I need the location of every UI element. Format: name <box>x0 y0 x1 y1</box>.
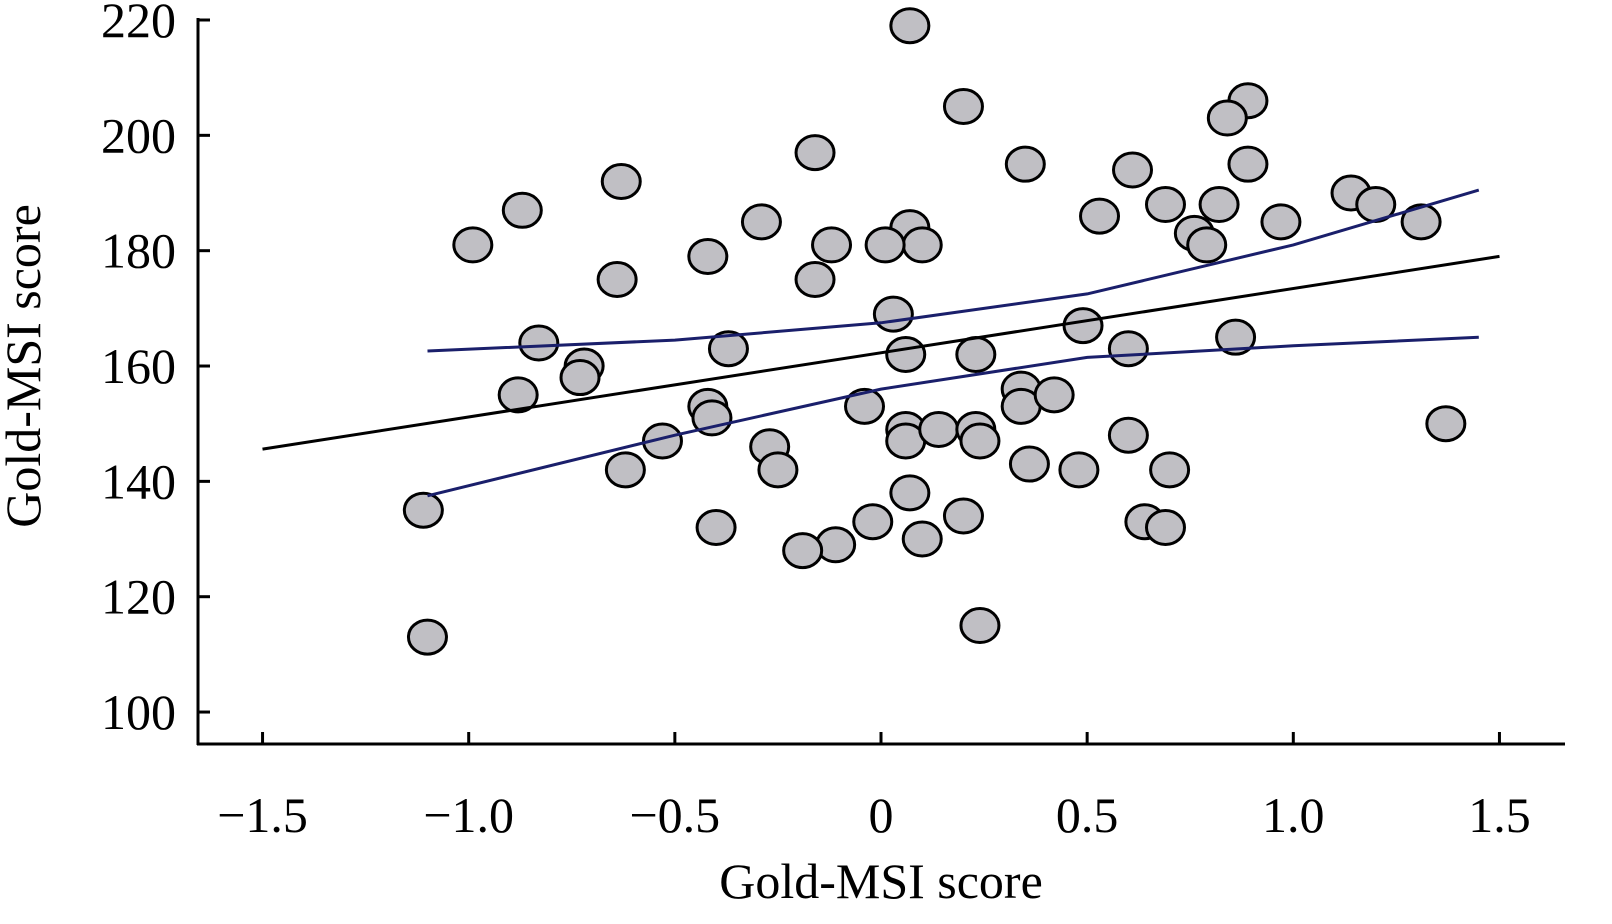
data-point <box>889 7 931 45</box>
data-point <box>942 88 984 126</box>
data-point <box>782 532 824 570</box>
regression-line <box>262 254 1500 451</box>
y-tick-label: 160 <box>101 338 176 394</box>
y-ticks: 100 120 140 160 180 200 220 <box>101 0 210 740</box>
data-point <box>1144 508 1186 546</box>
data-point <box>942 497 984 535</box>
data-point <box>1033 376 1075 414</box>
data-point <box>844 387 886 425</box>
x-ticks: −1.5 −1.0 −0.5 0 0.5 1.0 1.5 <box>217 732 1531 843</box>
data-point <box>1058 451 1100 489</box>
ci-lower-line <box>427 335 1479 498</box>
data-point <box>406 618 448 656</box>
data-point <box>1004 145 1046 183</box>
x-tick-label: 1.5 <box>1468 787 1531 843</box>
data-point <box>501 191 543 229</box>
data-point <box>695 508 737 546</box>
data-point <box>794 134 836 172</box>
data-point <box>901 520 943 558</box>
y-tick-label: 200 <box>101 107 176 163</box>
data-point <box>707 330 749 368</box>
data-point <box>1400 203 1442 241</box>
data-point <box>402 491 444 529</box>
data-point <box>1062 307 1104 345</box>
data-point <box>518 324 560 362</box>
y-tick-label: 180 <box>101 223 176 279</box>
x-axis-label: Gold-MSI score <box>719 853 1043 909</box>
data-point <box>497 376 539 414</box>
data-point <box>1227 145 1269 183</box>
data-point <box>600 162 642 200</box>
data-point <box>1079 197 1121 235</box>
data-point <box>1425 405 1467 443</box>
data-point <box>559 359 601 397</box>
data-point <box>1260 203 1302 241</box>
data-point <box>811 226 853 264</box>
x-tick-label: 0.5 <box>1056 787 1119 843</box>
data-point <box>959 422 1001 460</box>
data-point <box>1008 445 1050 483</box>
data-point <box>1215 318 1257 356</box>
x-tick-label: −0.5 <box>629 787 720 843</box>
data-point <box>641 422 683 460</box>
x-tick-label: −1.0 <box>423 787 514 843</box>
y-axis-label: Gold-MSI score <box>0 204 51 528</box>
data-point <box>1198 186 1240 224</box>
y-tick-label: 220 <box>101 0 176 48</box>
data-point <box>794 261 836 299</box>
data-point <box>872 295 914 333</box>
x-tick-label: −1.5 <box>217 787 308 843</box>
ci-upper-line <box>427 188 1480 353</box>
data-point <box>959 607 1001 645</box>
data-point <box>691 399 733 437</box>
data-point <box>852 503 894 541</box>
data-point <box>1144 186 1186 224</box>
data-point <box>815 526 857 564</box>
data-point <box>1107 416 1149 454</box>
data-point <box>885 335 927 373</box>
data-point <box>604 451 646 489</box>
data-point <box>452 226 494 264</box>
data-point <box>1112 151 1154 189</box>
x-tick-label: 1.0 <box>1262 787 1325 843</box>
data-point <box>1186 226 1228 264</box>
plot-area <box>262 7 1500 656</box>
data-point <box>918 410 960 448</box>
data-point <box>757 451 799 489</box>
data-point <box>1206 99 1248 137</box>
data-point <box>889 474 931 512</box>
y-tick-label: 120 <box>101 569 176 625</box>
y-tick-label: 100 <box>101 684 176 740</box>
y-tick-label: 140 <box>101 453 176 509</box>
data-point <box>1149 451 1191 489</box>
data-point <box>901 226 943 264</box>
data-point <box>687 237 729 275</box>
data-point <box>596 261 638 299</box>
x-tick-label: 0 <box>869 787 894 843</box>
data-point <box>740 203 782 241</box>
data-point <box>1107 330 1149 368</box>
data-point <box>955 335 997 373</box>
data-point <box>864 226 906 264</box>
